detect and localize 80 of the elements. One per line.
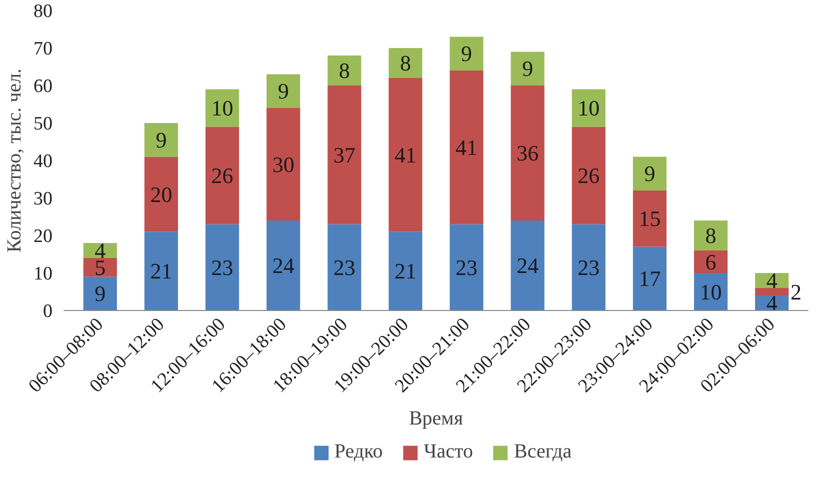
bar: [510, 86, 544, 220]
data-label: 9: [644, 161, 656, 186]
data-label: 41: [394, 142, 416, 168]
data-label: 9: [156, 127, 167, 152]
legend-label: Всегда: [514, 440, 572, 464]
data-label: 26: [578, 163, 600, 188]
bar: [266, 108, 300, 220]
y-tick-label: 40: [34, 151, 52, 172]
y-tick-label: 60: [34, 76, 52, 97]
bar: [205, 89, 240, 127]
bar: [328, 56, 362, 86]
bar: [144, 156, 178, 232]
bar: [266, 220, 300, 310]
data-label: 4: [766, 290, 778, 316]
bar: [205, 126, 240, 224]
data-label: 20: [150, 182, 172, 207]
data-label: 17: [638, 266, 661, 292]
y-tick-label: 20: [34, 226, 52, 247]
bar: [450, 70, 484, 224]
y-axis-title: Количество, тыс. чел.: [4, 68, 26, 253]
bar: [632, 156, 667, 190]
y-tick-label: 10: [34, 264, 52, 284]
data-label: 10: [211, 96, 234, 120]
bar: [694, 250, 728, 273]
bar: [205, 224, 240, 310]
bar: [144, 232, 178, 310]
data-label: 41: [456, 134, 478, 160]
bar: [83, 258, 117, 277]
bar: [632, 246, 667, 310]
data-label: 9: [94, 281, 106, 306]
bar: [510, 52, 544, 86]
data-label: 4: [766, 268, 778, 293]
data-label: 6: [705, 249, 716, 274]
bar: [632, 190, 667, 247]
bar: [572, 89, 606, 127]
data-label: 24: [516, 253, 539, 278]
data-label: 23: [456, 254, 478, 280]
data-label: 21: [394, 258, 416, 284]
y-tick-label: 80: [34, 1, 52, 22]
bar: [694, 220, 728, 250]
bar: [450, 36, 484, 70]
data-label: 10: [578, 96, 600, 120]
bar: [328, 86, 362, 224]
bar: [572, 224, 606, 310]
data-label: 10: [700, 279, 722, 304]
bar: [83, 276, 117, 310]
y-tick-label: 50: [34, 114, 52, 134]
data-label: 23: [333, 254, 356, 280]
data-label: 23: [211, 254, 234, 280]
bar: [510, 220, 544, 310]
data-label: 24: [272, 253, 294, 278]
bar: [388, 48, 422, 78]
y-tick-label: 0: [43, 301, 52, 322]
legend-label: Редко: [334, 440, 383, 464]
bar: [328, 224, 362, 310]
data-label: 23: [578, 254, 600, 280]
data-label: 37: [333, 142, 356, 168]
bar: [388, 232, 422, 310]
y-tick-label: 70: [34, 38, 52, 60]
bar: [144, 123, 178, 157]
data-label: 8: [705, 223, 716, 248]
bar: [266, 74, 300, 108]
data-label: 9: [522, 56, 534, 82]
data-label: 8: [338, 58, 350, 83]
bar: [388, 78, 422, 232]
data-label: 9: [461, 41, 472, 66]
data-label: 9: [278, 78, 289, 104]
data-label: 8: [400, 50, 411, 76]
legend-label: Часто: [424, 440, 473, 464]
bar: [450, 224, 484, 310]
data-label: 21: [150, 258, 172, 284]
data-label: 15: [638, 206, 661, 232]
data-label: 30: [272, 152, 294, 177]
bar: [572, 126, 606, 224]
x-axis-title: Время: [408, 407, 464, 430]
data-label: 2: [790, 279, 802, 304]
data-label: 36: [516, 140, 539, 166]
bar: [755, 288, 789, 296]
y-tick-label: 30: [34, 188, 52, 210]
data-label: 26: [211, 163, 234, 188]
